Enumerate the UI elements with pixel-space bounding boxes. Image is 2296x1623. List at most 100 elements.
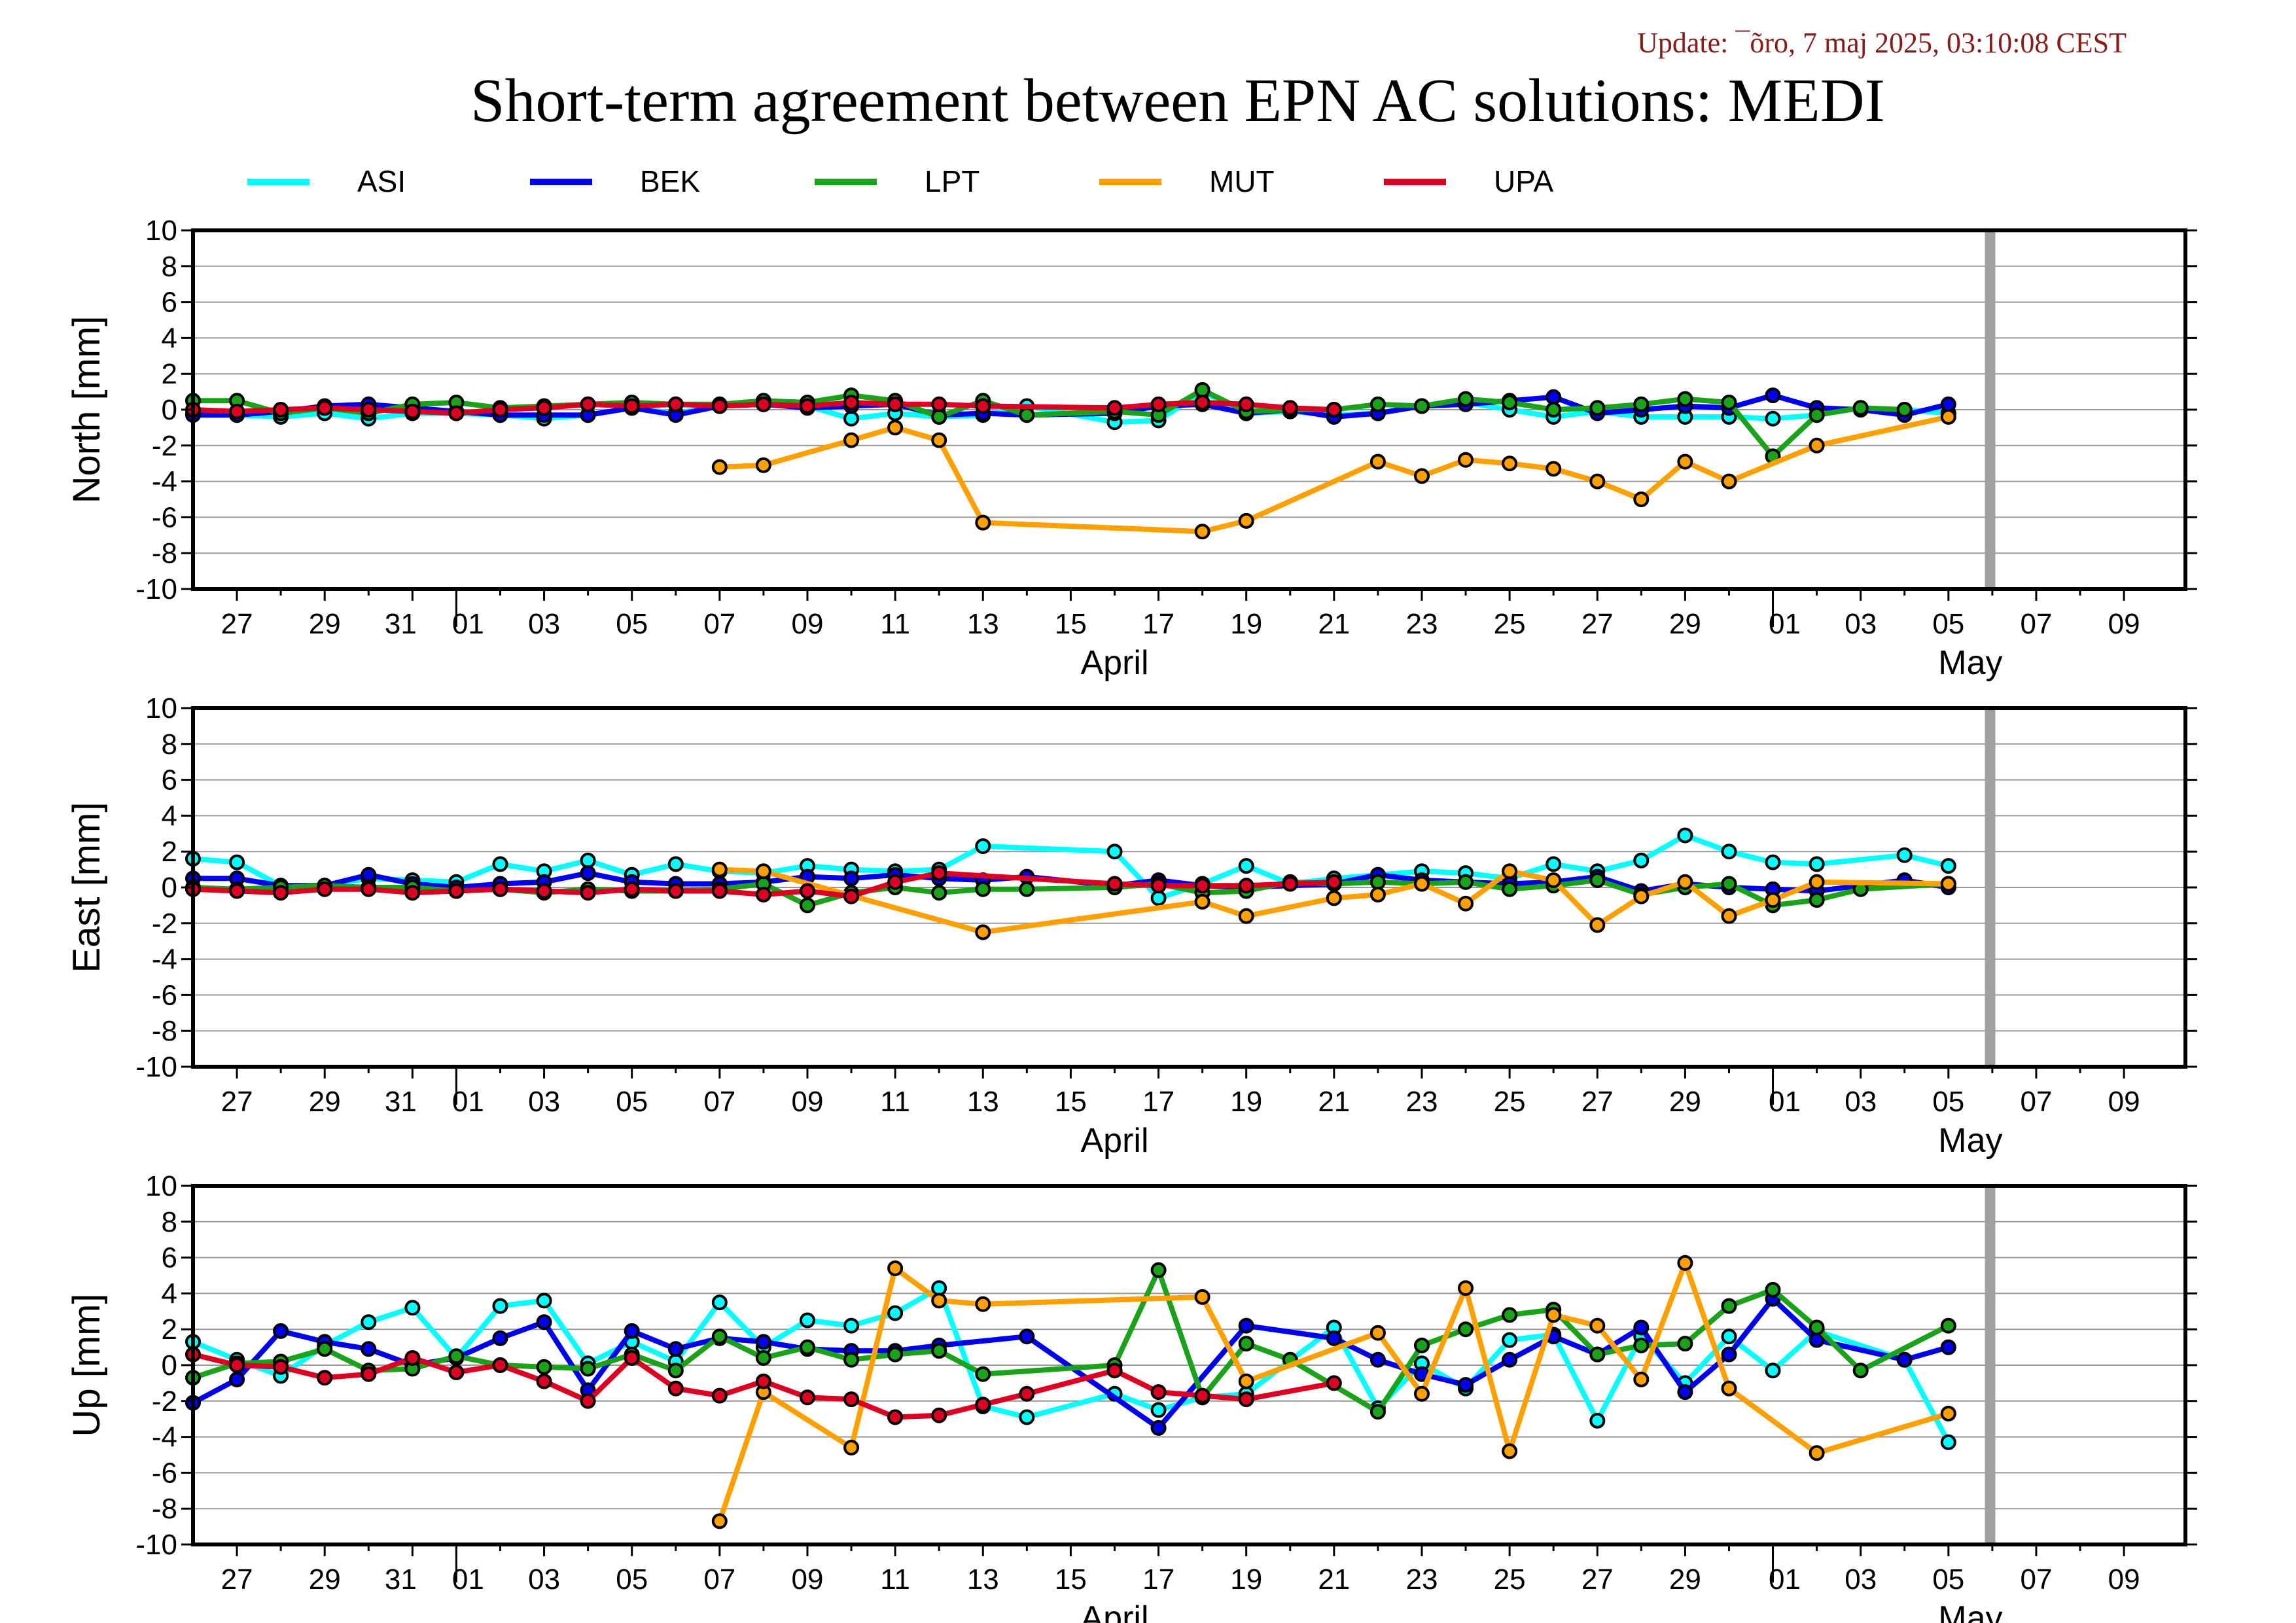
data-point [711,1294,728,1311]
x-tick-label: 19 [1230,1563,1262,1596]
data-point [975,398,991,414]
x-tick-label: 29 [309,1086,341,1118]
data-point [1238,512,1254,529]
data-point [1194,395,1210,410]
data-point [1238,1317,1254,1334]
y-tick-label: 6 [162,764,177,796]
y-tick-label: -2 [152,430,177,462]
x-tick-label: 17 [1142,608,1174,640]
x-tick-label: 09 [792,1086,824,1118]
data-point [1194,1289,1210,1305]
data-point [361,881,377,897]
x-tick-label: 13 [967,608,999,640]
legend: ASI BEK LPT MUT UPA [247,164,1553,198]
data-point [1502,1351,1518,1368]
data-point [1940,1434,1956,1450]
data-point [1545,461,1562,477]
y-tick-label: -10 [135,1529,177,1561]
data-point [711,1513,728,1529]
data-point [1721,1298,1737,1314]
data-point [1589,872,1606,888]
data-point [1369,1404,1386,1420]
data-point [273,1323,289,1339]
y-tick-label: 8 [162,728,177,760]
data-point [1238,1373,1254,1389]
data-point [1765,1363,1781,1379]
data-point [1238,1391,1254,1408]
data-point [1677,1255,1693,1271]
data-point [273,1359,289,1375]
x-tick-label: 27 [1581,608,1614,640]
y-tick-label: 2 [162,836,177,868]
month-label-may: May [1938,1122,2002,1160]
data-point [800,883,815,899]
data-point [492,1298,508,1314]
x-tick-label: 21 [1318,608,1350,640]
data-point [843,1351,860,1368]
data-point [1458,874,1474,890]
data-point [800,1339,815,1355]
x-tick-label: 27 [1581,1086,1614,1118]
data-point [711,883,728,899]
data-point [931,409,947,425]
y-tick-label: 0 [162,1349,177,1382]
data-point [448,883,465,899]
data-point [887,419,904,436]
month-label-april: April [1080,1122,1148,1160]
data-point [887,1346,904,1363]
data-point [1896,402,1913,418]
data-point [1282,400,1298,416]
y-tick-label: 10 [145,692,177,724]
y-axis-label-north: North [mm] [65,316,108,504]
y-tick-label: -8 [152,537,177,569]
data-point [755,1373,771,1389]
legend-label-bek: BEK [640,164,700,198]
legend-label-asi: ASI [357,164,406,198]
data-point [404,1300,421,1316]
x-tick-label: 01 [1769,1086,1801,1118]
data-point [1545,402,1562,418]
x-tick-label: 05 [616,1086,648,1118]
data-point [1326,874,1342,890]
data-point [755,396,771,412]
data-point [1502,395,1518,410]
x-tick-label: 25 [1494,608,1526,640]
data-point [1458,1280,1474,1296]
data-point [755,1334,771,1350]
data-point [711,1329,728,1345]
data-point [975,881,991,897]
data-point [229,854,245,870]
data-point [887,1260,904,1276]
data-point [1369,1351,1386,1368]
data-point [1106,1363,1123,1379]
data-point [1502,455,1518,472]
x-tick-label: 07 [703,608,735,640]
data-point [1633,852,1650,868]
x-tick-label: 07 [2021,1563,2053,1596]
data-point [448,1348,465,1364]
data-point [1326,890,1342,906]
data-point [1589,400,1606,416]
data-point [1677,827,1693,844]
data-point [711,459,728,475]
y-tick-label: 0 [162,872,177,904]
x-tick-label: 31 [385,608,417,640]
data-point [1282,876,1298,892]
data-point [317,1341,333,1357]
data-point [580,865,596,882]
data-point [1238,858,1254,874]
data-point [1369,1325,1386,1341]
data-point [1458,1321,1474,1338]
data-point [273,402,289,418]
data-point [667,883,684,899]
data-point [931,1407,947,1423]
legend-label-upa: UPA [1494,164,1553,198]
data-point [404,403,421,419]
data-point [1589,917,1606,933]
data-point [667,396,684,412]
data-point [1106,844,1123,860]
data-point [1238,878,1254,894]
data-point [536,1314,552,1330]
series-upa [185,1346,1342,1425]
y-tick-label: -4 [152,944,177,976]
